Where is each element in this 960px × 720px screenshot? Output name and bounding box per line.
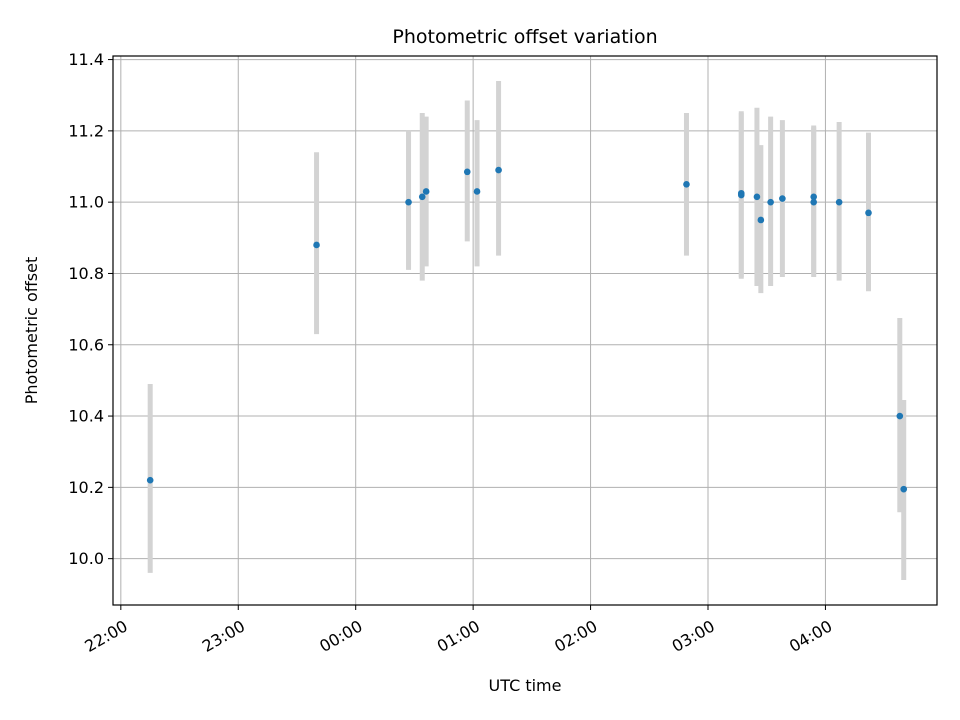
y-tick-label: 11.2 [68,121,104,140]
data-point [473,188,481,195]
y-axis-ticks: 10.0 10.2 10.4 10.6 10.8 11.0 11.2 11.4 [68,50,113,568]
data-point [810,193,817,201]
data-point [865,209,872,217]
data-point [683,181,690,188]
y-tick-label: 10.8 [68,264,104,283]
data-point [896,412,904,420]
y-tick-label: 10.6 [68,335,104,354]
data-point [405,198,412,206]
y-tick-label: 10.0 [68,549,104,568]
data-point [495,166,502,174]
data-point [900,485,908,493]
data-point [737,189,745,197]
x-axis-label: UTC time [489,676,562,695]
data-point [313,241,320,249]
y-tick-label: 11.0 [68,193,104,212]
data-point [463,168,471,176]
data-point [757,216,765,224]
data-point [810,198,817,206]
data-point [835,198,843,206]
data-points [146,166,908,493]
data-point [767,198,774,206]
y-tick-label: 11.4 [68,50,104,69]
data-point [779,195,786,202]
plot-area-frame [112,55,938,606]
data-point [418,193,426,201]
y-axis-label: Photometric offset [22,257,41,405]
data-point [146,476,154,484]
grid [113,56,937,605]
chart-title: Photometric offset variation [392,26,657,48]
data-point [422,188,430,195]
data-point [753,193,761,201]
y-tick-label: 10.2 [68,478,104,497]
y-tick-label: 10.4 [68,407,104,426]
